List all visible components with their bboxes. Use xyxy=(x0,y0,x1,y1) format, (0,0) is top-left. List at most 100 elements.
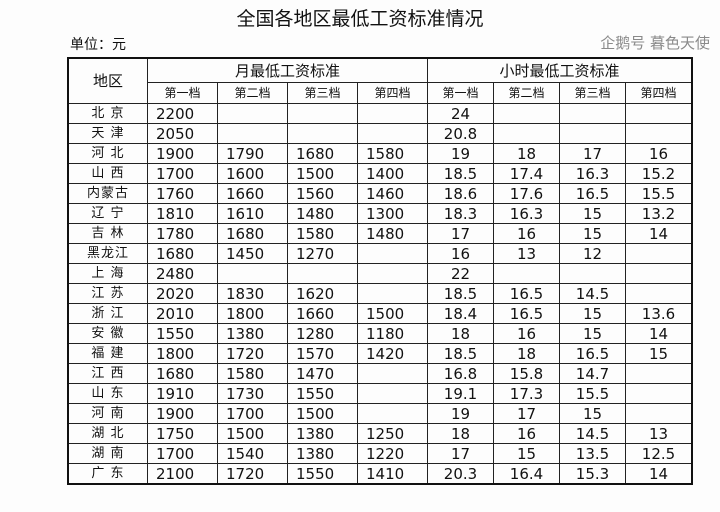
monthly-tier-header: 第三档 xyxy=(287,82,358,104)
monthly-wage-cell: 1730 xyxy=(217,383,288,404)
hourly-wage-cell: 13 xyxy=(625,423,693,444)
table-row: 山 西 1700 1600 1500 1400 18.5 17.4 16.3 15.2 xyxy=(67,163,693,184)
table-row: 江 苏 2020 1830 1620 18.5 16.5 14.5 xyxy=(67,283,693,304)
hourly-wage-cell: 15 xyxy=(559,403,626,424)
region-cell: 吉 林 xyxy=(67,223,148,244)
monthly-wage-cell: 1500 xyxy=(357,303,428,324)
region-cell: 湖 北 xyxy=(67,423,148,444)
region-cell: 天 津 xyxy=(67,123,148,144)
monthly-wage-cell: 1720 xyxy=(217,343,288,364)
region-cell: 河 北 xyxy=(67,143,148,164)
hourly-wage-cell: 24 xyxy=(427,103,494,124)
region-cell: 黑龙江 xyxy=(67,243,148,264)
hourly-wage-cell: 13.5 xyxy=(559,443,626,464)
monthly-wage-cell: 1250 xyxy=(357,423,428,444)
monthly-wage-cell: 2200 xyxy=(147,103,218,124)
hourly-wage-cell: 14.5 xyxy=(559,283,626,304)
monthly-wage-cell: 1700 xyxy=(217,403,288,424)
hourly-wage-cell: 15.2 xyxy=(625,163,693,184)
monthly-wage-cell: 1900 xyxy=(147,143,218,164)
monthly-wage-cell xyxy=(357,263,428,284)
table-row: 安 徽 1550 1380 1280 1180 18 16 15 14 xyxy=(67,323,693,344)
table-row: 湖 北 1750 1500 1380 1250 18 16 14.5 13 xyxy=(67,423,693,444)
hourly-wage-cell: 13.6 xyxy=(625,303,693,324)
region-cell: 山 西 xyxy=(67,163,148,184)
hourly-wage-cell: 15.5 xyxy=(625,183,693,204)
hourly-wage-cell: 16.5 xyxy=(493,283,560,304)
table-row: 浙 江 2010 1800 1660 1500 18.4 16.5 15 13.6 xyxy=(67,303,693,324)
monthly-wage-cell: 1380 xyxy=(287,423,358,444)
hourly-wage-cell xyxy=(493,263,560,284)
monthly-wage-cell xyxy=(287,123,358,144)
document-title: 全国各地区最低工资标准情况 xyxy=(236,8,484,30)
table-row: 黑龙江 1680 1450 1270 16 13 12 xyxy=(67,243,693,264)
hourly-wage-cell: 22 xyxy=(427,263,494,284)
hourly-wage-cell: 17.3 xyxy=(493,383,560,404)
monthly-wage-cell xyxy=(357,243,428,264)
table-row: 江 西 1680 1580 1470 16.8 15.8 14.7 xyxy=(67,363,693,384)
monthly-wage-cell: 1480 xyxy=(287,203,358,224)
monthly-wage-cell: 1420 xyxy=(357,343,428,364)
hourly-wage-cell xyxy=(625,243,693,264)
hourly-wage-cell xyxy=(559,103,626,124)
hourly-wage-cell: 16.5 xyxy=(559,183,626,204)
hourly-wage-cell: 18 xyxy=(493,343,560,364)
hourly-wage-cell: 17.4 xyxy=(493,163,560,184)
monthly-wage-cell: 1700 xyxy=(147,443,218,464)
hourly-tier-header: 第三档 xyxy=(559,82,626,104)
monthly-wage-cell: 1680 xyxy=(287,143,358,164)
monthly-wage-cell xyxy=(357,103,428,124)
monthly-wage-cell: 1910 xyxy=(147,383,218,404)
hourly-tier-header: 第四档 xyxy=(625,82,693,104)
region-cell: 江 西 xyxy=(67,363,148,384)
monthly-wage-cell: 1600 xyxy=(217,163,288,184)
table-row: 吉 林 1780 1680 1580 1480 17 16 15 14 xyxy=(67,223,693,244)
hourly-wage-cell: 16.5 xyxy=(493,303,560,324)
table-row: 内蒙古 1760 1660 1560 1460 18.6 17.6 16.5 15.5 xyxy=(67,183,693,204)
hourly-wage-cell: 17.6 xyxy=(493,183,560,204)
table-row: 河 南 1900 1700 1500 19 17 15 xyxy=(67,403,693,424)
monthly-tier-header: 第一档 xyxy=(147,82,218,104)
hourly-wage-cell: 16 xyxy=(493,423,560,444)
monthly-wage-cell: 1540 xyxy=(217,443,288,464)
hourly-wage-cell: 17 xyxy=(427,443,494,464)
monthly-header: 月最低工资标准 xyxy=(147,57,428,83)
hourly-wage-cell: 19 xyxy=(427,143,494,164)
monthly-wage-cell: 1620 xyxy=(287,283,358,304)
monthly-wage-cell: 1280 xyxy=(287,323,358,344)
hourly-wage-cell: 20.3 xyxy=(427,463,494,485)
monthly-wage-cell: 1680 xyxy=(147,243,218,264)
region-cell: 安 徽 xyxy=(67,323,148,344)
monthly-wage-cell: 1270 xyxy=(287,243,358,264)
table-row: 山 东 1910 1730 1550 19.1 17.3 15.5 xyxy=(67,383,693,404)
hourly-header: 小时最低工资标准 xyxy=(427,57,693,83)
table-row: 广 东 2100 1720 1550 1410 20.3 16.4 15.3 14 xyxy=(67,463,693,485)
monthly-wage-cell xyxy=(357,403,428,424)
hourly-wage-cell: 19.1 xyxy=(427,383,494,404)
monthly-wage-cell: 1550 xyxy=(147,323,218,344)
hourly-wage-cell: 18.5 xyxy=(427,163,494,184)
region-cell: 辽 宁 xyxy=(67,203,148,224)
hourly-wage-cell: 14.7 xyxy=(559,363,626,384)
hourly-wage-cell: 15 xyxy=(559,203,626,224)
monthly-wage-cell: 1400 xyxy=(357,163,428,184)
unit-label: 单位：元 xyxy=(70,37,126,53)
table-row: 河 北 1900 1790 1680 1580 19 18 17 16 xyxy=(67,143,693,164)
hourly-wage-cell: 15.8 xyxy=(493,363,560,384)
hourly-wage-cell: 15 xyxy=(493,443,560,464)
monthly-wage-cell: 1580 xyxy=(357,143,428,164)
region-cell: 河 南 xyxy=(67,403,148,424)
table-body: 北 京 2200 24 天 津 2050 20.8 河 北 1900 1790 1680 1580 1… xyxy=(67,103,693,485)
region-cell: 上 海 xyxy=(67,263,148,284)
monthly-wage-cell: 1580 xyxy=(217,363,288,384)
monthly-wage-cell: 1800 xyxy=(217,303,288,324)
hourly-wage-cell: 16 xyxy=(493,323,560,344)
table-row: 上 海 2480 22 xyxy=(67,263,693,284)
hourly-wage-cell: 17 xyxy=(493,403,560,424)
monthly-wage-cell: 1700 xyxy=(147,163,218,184)
hourly-wage-cell: 14.5 xyxy=(559,423,626,444)
hourly-wage-cell: 14 xyxy=(625,463,693,485)
watermark: 企鹅号 暮色天使 xyxy=(600,34,710,52)
region-header: 地区 xyxy=(67,57,148,104)
region-cell: 山 东 xyxy=(67,383,148,404)
